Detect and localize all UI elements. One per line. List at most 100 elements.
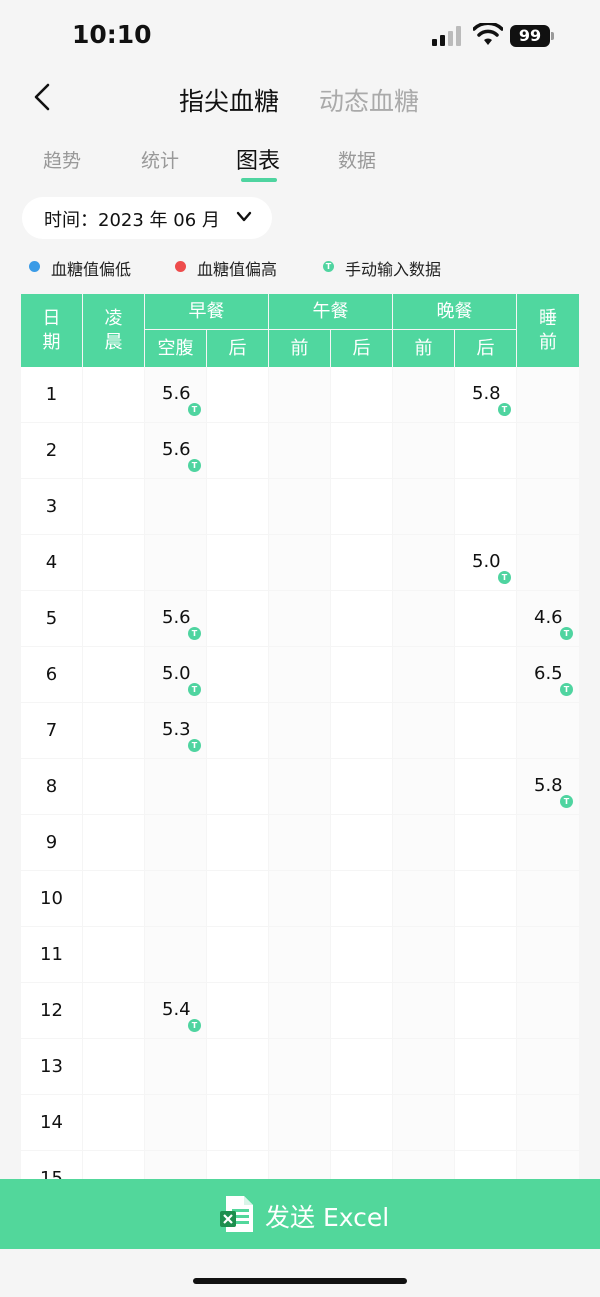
cell-lunch-before[interactable] bbox=[269, 591, 330, 646]
cell-breakfast-fasting[interactable]: 5.4 T bbox=[145, 983, 206, 1038]
cell-bedtime[interactable] bbox=[517, 983, 579, 1038]
cell-lunch-after[interactable] bbox=[331, 927, 392, 982]
cell-breakfast-fasting[interactable]: 5.6 T bbox=[145, 423, 206, 478]
cell-lunch-before[interactable] bbox=[269, 1151, 330, 1179]
cell-lunch-before[interactable] bbox=[269, 815, 330, 870]
cell-dinner-after[interactable] bbox=[455, 759, 516, 814]
cell-bedtime[interactable] bbox=[517, 703, 579, 758]
cell-lunch-before[interactable] bbox=[269, 927, 330, 982]
cell-breakfast-after[interactable] bbox=[207, 535, 268, 590]
cell-dinner-after[interactable] bbox=[455, 815, 516, 870]
cell-dinner-before[interactable] bbox=[393, 479, 454, 534]
cell-breakfast-fasting[interactable]: 5.6 T bbox=[145, 591, 206, 646]
cell-lunch-before[interactable] bbox=[269, 759, 330, 814]
cell-dinner-after[interactable] bbox=[455, 423, 516, 478]
cell-bedtime[interactable]: 6.5 T bbox=[517, 647, 579, 702]
cell-lunch-after[interactable] bbox=[331, 423, 392, 478]
cell-dinner-after[interactable] bbox=[455, 703, 516, 758]
cell-breakfast-fasting[interactable] bbox=[145, 815, 206, 870]
cell-bedtime[interactable] bbox=[517, 479, 579, 534]
cell-breakfast-after[interactable] bbox=[207, 1095, 268, 1150]
send-excel-button[interactable]: 发送 Excel bbox=[0, 1179, 600, 1249]
cell-bedtime[interactable] bbox=[517, 367, 579, 422]
cell-lunch-after[interactable] bbox=[331, 815, 392, 870]
cell-bedtime[interactable] bbox=[517, 815, 579, 870]
cell-dawn[interactable] bbox=[83, 1151, 144, 1179]
cell-dinner-before[interactable] bbox=[393, 871, 454, 926]
cell-dinner-before[interactable] bbox=[393, 703, 454, 758]
cell-dinner-before[interactable] bbox=[393, 1151, 454, 1179]
cell-breakfast-after[interactable] bbox=[207, 1151, 268, 1179]
cell-dawn[interactable] bbox=[83, 983, 144, 1038]
cell-lunch-before[interactable] bbox=[269, 647, 330, 702]
tab-statistics[interactable]: 统计 bbox=[141, 150, 180, 172]
cell-lunch-before[interactable] bbox=[269, 1095, 330, 1150]
tab-fingertip-glucose[interactable]: 指尖血糖 bbox=[179, 87, 280, 116]
cell-dawn[interactable] bbox=[83, 423, 144, 478]
cell-bedtime[interactable] bbox=[517, 871, 579, 926]
cell-bedtime[interactable]: 4.6 T bbox=[517, 591, 579, 646]
cell-dinner-after[interactable] bbox=[455, 1151, 516, 1179]
cell-dinner-before[interactable] bbox=[393, 759, 454, 814]
cell-dinner-before[interactable] bbox=[393, 591, 454, 646]
cell-breakfast-after[interactable] bbox=[207, 703, 268, 758]
cell-dawn[interactable] bbox=[83, 759, 144, 814]
cell-dinner-after[interactable] bbox=[455, 591, 516, 646]
cell-dinner-after[interactable] bbox=[455, 1095, 516, 1150]
cell-lunch-after[interactable] bbox=[331, 535, 392, 590]
cell-dinner-before[interactable] bbox=[393, 1039, 454, 1094]
cell-bedtime[interactable] bbox=[517, 1151, 579, 1179]
cell-dinner-before[interactable] bbox=[393, 815, 454, 870]
tab-data[interactable]: 数据 bbox=[338, 150, 377, 172]
cell-dinner-after[interactable] bbox=[455, 927, 516, 982]
cell-lunch-after[interactable] bbox=[331, 647, 392, 702]
cell-dinner-before[interactable] bbox=[393, 423, 454, 478]
cell-dinner-before[interactable] bbox=[393, 983, 454, 1038]
cell-breakfast-after[interactable] bbox=[207, 927, 268, 982]
cell-lunch-before[interactable] bbox=[269, 367, 330, 422]
cell-lunch-after[interactable] bbox=[331, 983, 392, 1038]
cell-lunch-after[interactable] bbox=[331, 479, 392, 534]
cell-lunch-before[interactable] bbox=[269, 479, 330, 534]
cell-bedtime[interactable] bbox=[517, 535, 579, 590]
cell-dinner-before[interactable] bbox=[393, 647, 454, 702]
cell-lunch-after[interactable] bbox=[331, 1151, 392, 1179]
cell-dawn[interactable] bbox=[83, 647, 144, 702]
cell-breakfast-fasting[interactable] bbox=[145, 1039, 206, 1094]
cell-breakfast-after[interactable] bbox=[207, 479, 268, 534]
cell-lunch-before[interactable] bbox=[269, 423, 330, 478]
cell-dawn[interactable] bbox=[83, 479, 144, 534]
cell-breakfast-fasting[interactable] bbox=[145, 479, 206, 534]
cell-dawn[interactable] bbox=[83, 871, 144, 926]
cell-lunch-after[interactable] bbox=[331, 1095, 392, 1150]
cell-lunch-after[interactable] bbox=[331, 367, 392, 422]
cell-dinner-after[interactable] bbox=[455, 983, 516, 1038]
cell-dinner-before[interactable] bbox=[393, 1095, 454, 1150]
cell-breakfast-fasting[interactable] bbox=[145, 1095, 206, 1150]
cell-breakfast-after[interactable] bbox=[207, 367, 268, 422]
cell-dawn[interactable] bbox=[83, 367, 144, 422]
cell-breakfast-after[interactable] bbox=[207, 815, 268, 870]
cell-breakfast-fasting[interactable]: 5.6 T bbox=[145, 367, 206, 422]
cell-breakfast-after[interactable] bbox=[207, 591, 268, 646]
cell-breakfast-after[interactable] bbox=[207, 759, 268, 814]
cell-dawn[interactable] bbox=[83, 1039, 144, 1094]
table-body[interactable]: 1 5.6 T 5.8 T 2 5.6 T 3 4 5.0 T 5 5.6 T 4.6 T 6 5.0 T 6.5 T 7 5… bbox=[21, 367, 579, 1179]
cell-lunch-before[interactable] bbox=[269, 983, 330, 1038]
cell-breakfast-after[interactable] bbox=[207, 1039, 268, 1094]
cell-dinner-after[interactable] bbox=[455, 647, 516, 702]
cell-breakfast-fasting[interactable] bbox=[145, 1151, 206, 1179]
cell-lunch-before[interactable] bbox=[269, 535, 330, 590]
cell-breakfast-after[interactable] bbox=[207, 423, 268, 478]
cell-lunch-after[interactable] bbox=[331, 591, 392, 646]
cell-dinner-after[interactable] bbox=[455, 1039, 516, 1094]
cell-dawn[interactable] bbox=[83, 815, 144, 870]
cell-breakfast-fasting[interactable]: 5.0 T bbox=[145, 647, 206, 702]
cell-lunch-after[interactable] bbox=[331, 871, 392, 926]
cell-breakfast-after[interactable] bbox=[207, 871, 268, 926]
cell-bedtime[interactable]: 5.8 T bbox=[517, 759, 579, 814]
cell-breakfast-fasting[interactable]: 5.3 T bbox=[145, 703, 206, 758]
cell-dawn[interactable] bbox=[83, 1095, 144, 1150]
cell-dawn[interactable] bbox=[83, 535, 144, 590]
cell-lunch-before[interactable] bbox=[269, 871, 330, 926]
